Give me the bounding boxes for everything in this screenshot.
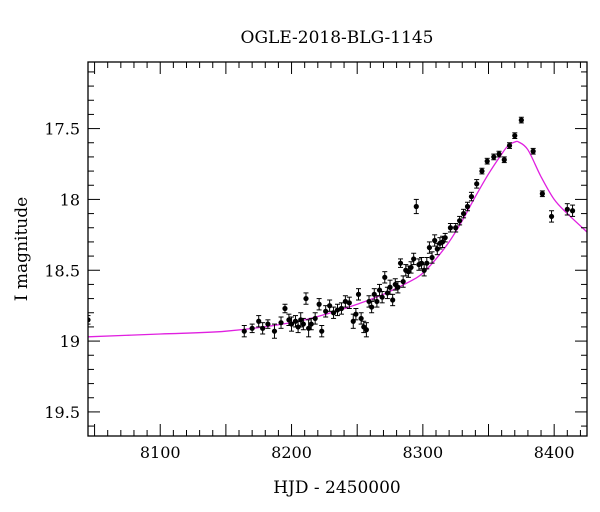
data-point xyxy=(439,235,446,249)
data-point xyxy=(288,316,295,332)
data-point xyxy=(400,275,406,288)
data-point xyxy=(474,179,480,189)
y-tick-label: 18 xyxy=(60,190,80,209)
data-point xyxy=(484,157,490,165)
data-point xyxy=(338,302,345,315)
data-point xyxy=(429,251,435,264)
data-point xyxy=(353,308,359,321)
data-point xyxy=(403,264,409,277)
data-point xyxy=(395,281,401,294)
data-point xyxy=(355,288,362,301)
data-point xyxy=(468,191,475,202)
data-point xyxy=(501,156,507,164)
y-tick-label: 19.5 xyxy=(44,403,80,422)
data-point xyxy=(397,258,404,268)
x-tick-label: 8300 xyxy=(402,443,443,462)
data-point xyxy=(316,298,322,311)
data-point xyxy=(464,201,471,212)
y-axis-title: I magnitude xyxy=(12,197,32,301)
x-tick-label: 8200 xyxy=(271,443,312,462)
y-tick-label: 17.5 xyxy=(44,120,80,139)
data-point xyxy=(278,316,284,329)
data-point xyxy=(518,116,524,124)
data-point xyxy=(569,204,576,217)
data-point xyxy=(342,295,348,308)
data-point xyxy=(300,317,306,331)
data-point xyxy=(358,312,364,325)
data-point xyxy=(286,313,292,326)
data-point xyxy=(260,322,266,335)
data-point xyxy=(346,296,352,309)
data-point xyxy=(303,292,309,305)
data-point xyxy=(491,153,497,161)
data-point xyxy=(382,271,388,284)
data-point xyxy=(334,303,341,317)
data-point xyxy=(564,203,570,216)
data-point xyxy=(426,241,433,254)
data-point xyxy=(312,312,318,325)
data-point xyxy=(327,299,333,312)
data-point xyxy=(432,234,438,247)
data-point xyxy=(424,257,430,270)
data-point xyxy=(330,306,337,319)
data-point xyxy=(457,215,463,226)
data-point xyxy=(265,319,271,329)
data-point xyxy=(249,323,255,334)
data-point xyxy=(453,223,459,233)
data-point xyxy=(434,242,440,256)
data-point xyxy=(271,323,278,339)
data-point xyxy=(496,150,502,158)
data-point xyxy=(390,293,396,307)
data-point xyxy=(369,300,375,314)
data-point xyxy=(319,325,325,338)
data-point xyxy=(308,317,314,331)
data-point xyxy=(376,283,383,297)
y-tick-label: 18.5 xyxy=(44,261,80,280)
data-point xyxy=(408,261,414,274)
data-point xyxy=(306,319,312,338)
data-point xyxy=(363,322,369,338)
data-point xyxy=(548,210,555,223)
data-point xyxy=(282,303,288,314)
data-point xyxy=(512,132,518,139)
data-point xyxy=(411,252,417,266)
data-point xyxy=(530,147,536,155)
data-point xyxy=(479,167,485,175)
data-point xyxy=(256,315,262,328)
data-point xyxy=(506,142,513,149)
data-point xyxy=(379,291,385,304)
x-axis-title: HJD - 2450000 xyxy=(273,478,401,498)
axis-ticks-layer xyxy=(88,62,587,436)
data-point xyxy=(442,232,448,243)
tick-labels-layer: 8100 8200 8300 8400 17.5 18 18.5 19 19.5 xyxy=(44,120,574,462)
plot-frame xyxy=(87,61,588,437)
y-tick-label: 19 xyxy=(60,332,80,351)
x-tick-label: 8100 xyxy=(140,443,181,462)
data-point xyxy=(539,190,545,198)
x-tick-label: 8400 xyxy=(534,443,575,462)
data-point xyxy=(413,198,419,215)
data-point xyxy=(460,208,467,219)
data-points-layer xyxy=(88,116,576,339)
data-point xyxy=(241,325,247,338)
data-point xyxy=(447,223,454,233)
chart-title: OGLE-2018-BLG-1145 xyxy=(241,28,434,48)
